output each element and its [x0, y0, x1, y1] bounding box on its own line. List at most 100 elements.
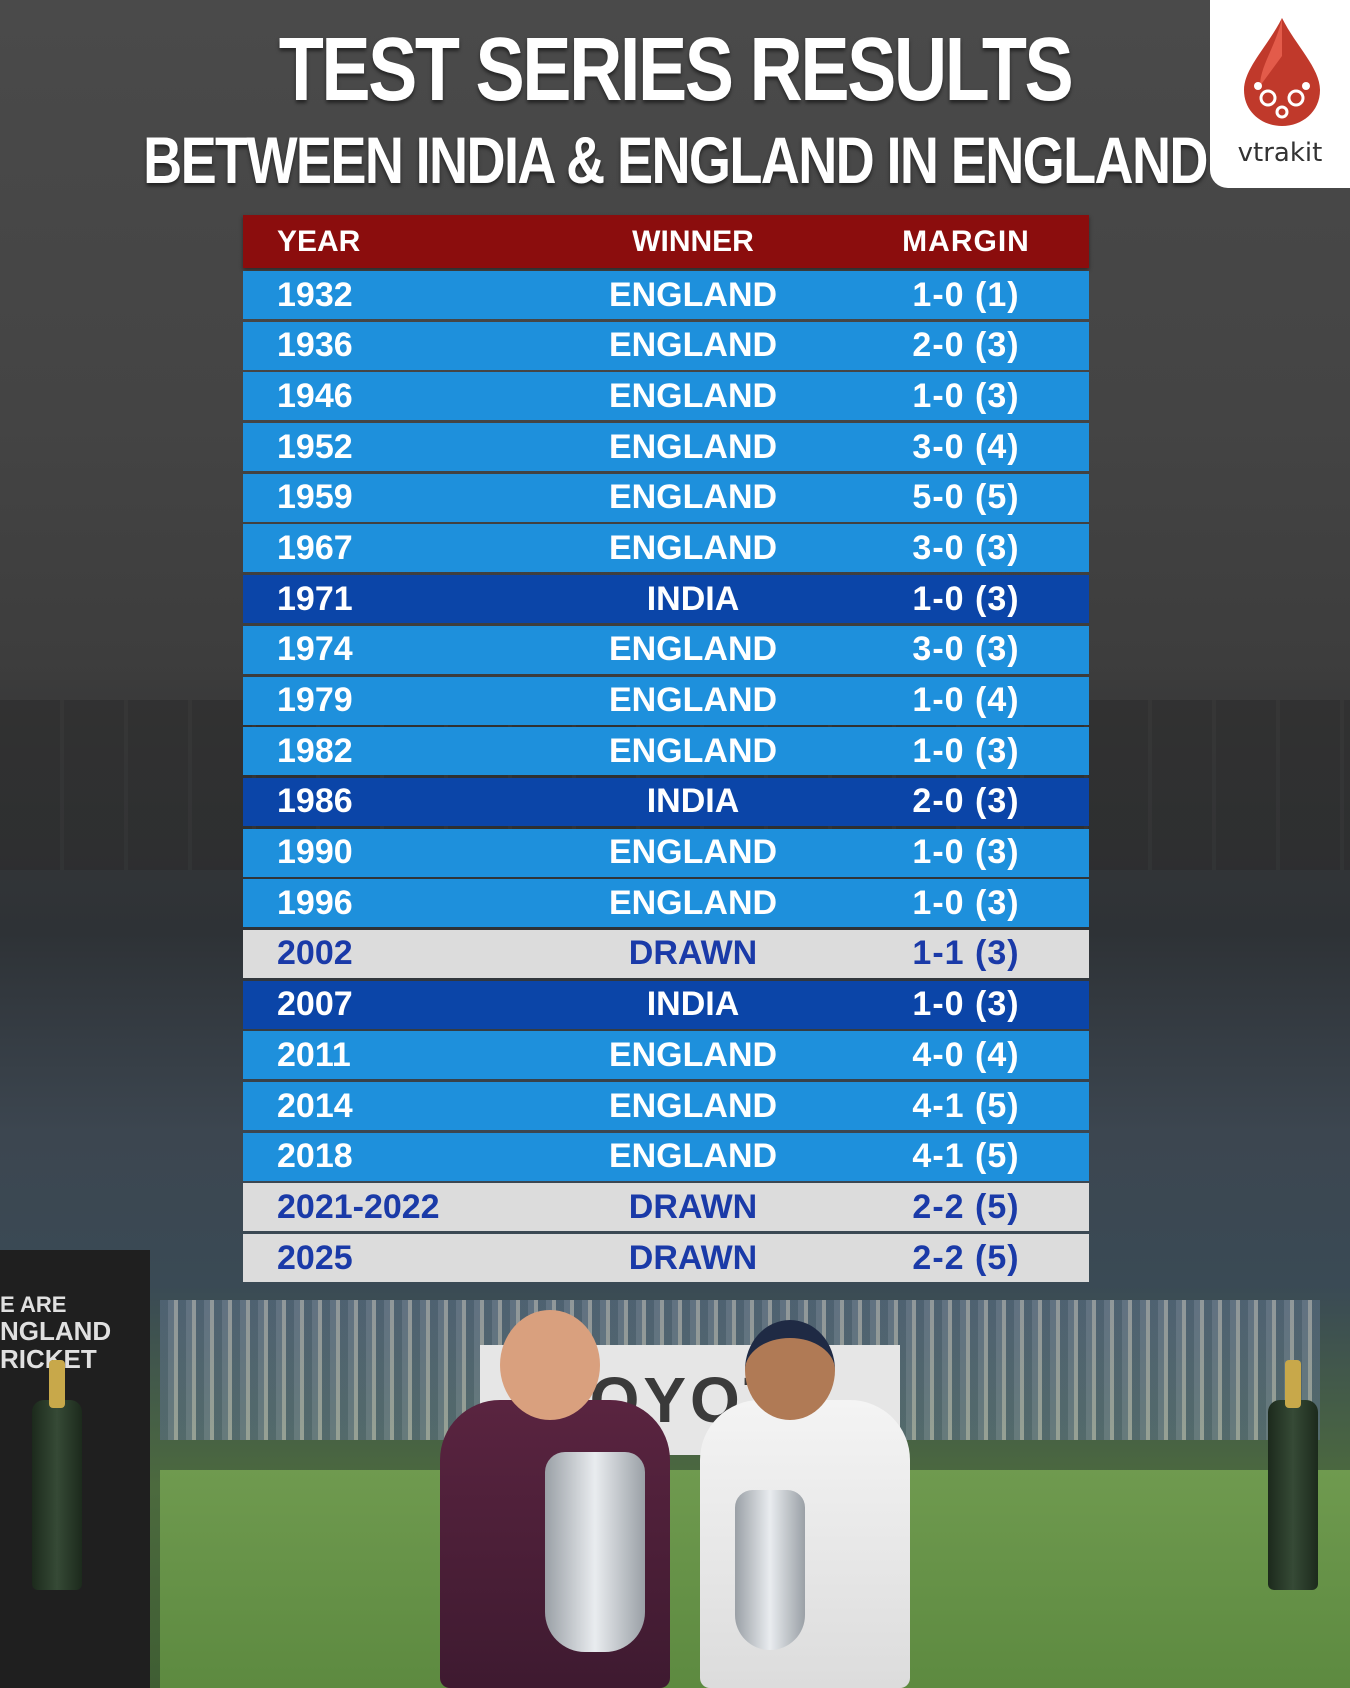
cell-winner: ENGLAND — [608, 528, 778, 567]
cell-margin: 3-0 (3) — [912, 528, 1020, 567]
cell-year: 1974 — [277, 630, 353, 669]
table-row: 2018 ENGLAND 4-1 (5) — [243, 1132, 1089, 1181]
board-text-line-2: NGLAND — [0, 1316, 112, 1346]
table-row: 2011 ENGLAND 4-0 (4) — [243, 1031, 1089, 1080]
table-row: 2021-2022 DRAWN 2-2 (5) — [243, 1183, 1089, 1232]
table-row: 1971 INDIA 1-0 (3) — [243, 575, 1089, 624]
results-table: YEAR WINNER MARGIN 1932 ENGLAND 1-0 (1) 193… — [243, 215, 1089, 1285]
cell-year: 2011 — [277, 1035, 351, 1074]
cell-margin: 1-0 (3) — [912, 731, 1020, 770]
table-row: 2014 ENGLAND 4-1 (5) — [243, 1082, 1089, 1130]
cell-margin: 1-0 (3) — [912, 579, 1020, 618]
header-winner: WINNER — [632, 224, 754, 258]
cell-margin: 4-1 (5) — [912, 1137, 1020, 1176]
cell-year: 1979 — [277, 681, 353, 719]
table-body: 1932 ENGLAND 1-0 (1) 1936 ENGLAND 2-0 (3) 1946… — [243, 271, 1089, 1283]
board-text-line-1: E ARE — [0, 1292, 67, 1317]
cell-year: 1952 — [277, 427, 353, 466]
cell-winner: INDIA — [646, 782, 740, 821]
cell-winner: DRAWN — [628, 1238, 758, 1277]
cell-year: 1946 — [277, 376, 353, 415]
header-year: YEAR — [277, 224, 361, 258]
england-captain-head — [500, 1310, 600, 1420]
cell-winner: INDIA — [646, 985, 740, 1024]
cell-margin: 1-1 (3) — [912, 934, 1020, 973]
cell-year: 2021-2022 — [277, 1187, 440, 1226]
brand-drop-icon — [1244, 18, 1320, 126]
cell-year: 2025 — [277, 1238, 353, 1277]
india-captain-head — [745, 1320, 835, 1420]
cell-year: 1996 — [277, 883, 353, 922]
table-row: 2025 DRAWN 2-2 (5) — [243, 1234, 1089, 1283]
table-row: 1946 ENGLAND 1-0 (3) — [243, 372, 1089, 421]
side-board-left: E ARE NGLAND RICKET — [0, 1250, 150, 1688]
table-row: 2007 INDIA 1-0 (3) — [243, 980, 1089, 1029]
cell-year: 2014 — [277, 1086, 353, 1125]
cell-margin: 2-2 (5) — [912, 1238, 1020, 1277]
series-trophy-large — [545, 1452, 645, 1652]
cell-winner: DRAWN — [628, 934, 758, 973]
table-row: 2002 DRAWN 1-1 (3) — [243, 929, 1089, 978]
table-row: 1979 ENGLAND 1-0 (4) — [243, 676, 1089, 725]
cell-margin: 1-0 (3) — [912, 883, 1020, 922]
cell-winner: ENGLAND — [608, 1035, 778, 1074]
cell-year: 2002 — [277, 934, 353, 973]
cell-winner: ENGLAND — [608, 681, 778, 719]
cell-winner: ENGLAND — [608, 478, 778, 517]
cell-margin: 1-0 (4) — [912, 681, 1020, 719]
page-title: TEST SERIES RESULTS — [278, 20, 1074, 120]
brand-logo-card: vtrakit — [1210, 0, 1350, 188]
cell-winner: DRAWN — [628, 1187, 758, 1226]
cell-margin: 1-0 (3) — [912, 376, 1020, 415]
table-row: 1959 ENGLAND 5-0 (5) — [243, 473, 1089, 522]
page-subtitle: BETWEEN INDIA & ENGLAND IN ENGLAND — [143, 123, 1208, 197]
table-header: YEAR WINNER MARGIN — [243, 215, 1089, 268]
series-trophy-small — [735, 1490, 805, 1650]
cell-margin: 4-0 (4) — [912, 1035, 1020, 1074]
header-margin: MARGIN — [902, 224, 1030, 258]
table-row: 1996 ENGLAND 1-0 (3) — [243, 879, 1089, 928]
cell-year: 2018 — [277, 1137, 353, 1176]
champagne-bottle-left — [32, 1360, 82, 1590]
cell-margin: 5-0 (5) — [912, 478, 1020, 517]
cell-margin: 4-1 (5) — [912, 1086, 1020, 1125]
cell-margin: 1-0 (3) — [912, 985, 1020, 1024]
cell-margin: 3-0 (3) — [912, 630, 1020, 669]
cell-winner: ENGLAND — [608, 376, 778, 415]
cell-margin: 2-0 (3) — [912, 782, 1020, 821]
cell-year: 1936 — [277, 326, 353, 365]
table-row: 1974 ENGLAND 3-0 (3) — [243, 625, 1089, 674]
table-row: 1952 ENGLAND 3-0 (4) — [243, 423, 1089, 472]
cell-margin: 3-0 (4) — [912, 427, 1020, 466]
table-row: 1967 ENGLAND 3-0 (3) — [243, 524, 1089, 573]
board-text-line-3: RICKET — [0, 1344, 97, 1374]
cell-winner: ENGLAND — [608, 833, 778, 872]
cell-year: 1982 — [277, 731, 353, 770]
cell-year: 1990 — [277, 833, 353, 872]
cell-winner: ENGLAND — [608, 326, 778, 365]
cell-margin: 1-0 (1) — [912, 275, 1020, 314]
cell-winner: ENGLAND — [608, 731, 778, 770]
cell-winner: ENGLAND — [608, 1137, 778, 1176]
cell-year: 1932 — [277, 275, 353, 314]
india-captain — [700, 1400, 910, 1688]
cell-year: 1986 — [277, 782, 353, 821]
cell-year: 1959 — [277, 478, 353, 517]
cell-year: 1967 — [277, 528, 353, 567]
table-row: 1986 INDIA 2-0 (3) — [243, 777, 1089, 826]
champagne-bottle-right — [1268, 1360, 1318, 1590]
cell-winner: ENGLAND — [608, 883, 778, 922]
cell-margin: 1-0 (3) — [912, 833, 1020, 872]
table-row: 1990 ENGLAND 1-0 (3) — [243, 828, 1089, 877]
cell-winner: ENGLAND — [608, 275, 778, 314]
table-row: 1982 ENGLAND 1-0 (3) — [243, 727, 1089, 776]
cell-winner: ENGLAND — [608, 427, 778, 466]
cell-year: 1971 — [277, 579, 353, 618]
cell-margin: 2-0 (3) — [912, 326, 1020, 365]
table-row: 1932 ENGLAND 1-0 (1) — [243, 271, 1089, 319]
brand-name: vtrakit — [1237, 138, 1323, 168]
cell-winner: ENGLAND — [608, 1086, 778, 1125]
cell-year: 2007 — [277, 985, 353, 1024]
cell-winner: ENGLAND — [608, 630, 778, 669]
cell-margin: 2-2 (5) — [912, 1187, 1020, 1226]
